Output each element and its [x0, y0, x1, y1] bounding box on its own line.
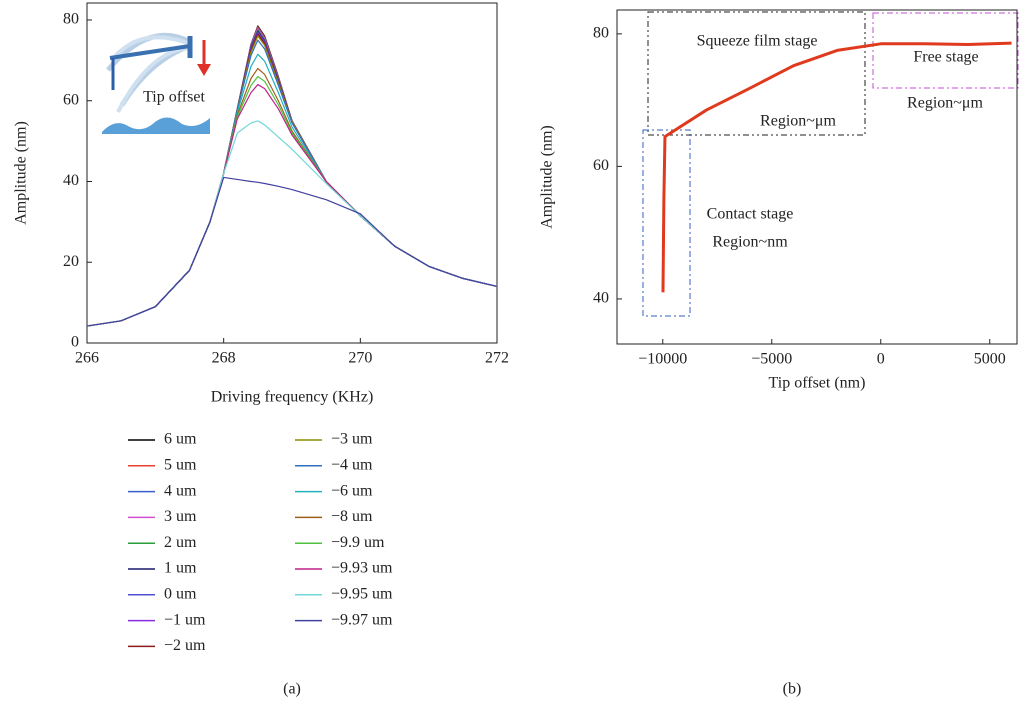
plot-frame	[616, 9, 1018, 345]
x-tick-label: 270	[348, 350, 372, 367]
annotation: Squeeze film stage	[697, 33, 818, 50]
legend-label: −4 um	[331, 456, 373, 473]
x-tick-label: −5000	[751, 351, 792, 368]
data-line	[86, 67, 498, 327]
data-line	[86, 75, 498, 327]
data-line	[86, 120, 498, 327]
x-axis-label: Tip offset (nm)	[769, 375, 866, 392]
legend-label: −6 um	[331, 482, 373, 499]
y-tick-label: 20	[63, 253, 79, 270]
panel-label: (a)	[283, 681, 301, 698]
legend-label: 3 um	[164, 508, 197, 525]
region-box	[647, 11, 866, 136]
data-line	[86, 35, 498, 327]
data-line	[86, 31, 498, 327]
legend-label: −3 um	[331, 431, 373, 448]
legend-label: −2 um	[164, 637, 206, 654]
legend-label: 6 um	[164, 431, 197, 448]
region-box	[872, 12, 1019, 89]
legend-label: 2 um	[164, 534, 197, 551]
cantilever	[110, 35, 191, 62]
plot-frame	[86, 2, 498, 344]
panel-label: (b)	[783, 681, 802, 698]
cantilever-beam	[109, 44, 191, 60]
data-line	[661, 41, 1012, 293]
legend-label: 1 um	[164, 560, 197, 577]
y-axis-label: Amplitude (nm)	[13, 121, 30, 225]
x-tick-label: 5000	[974, 351, 1006, 368]
y-tick-label: 60	[63, 91, 79, 108]
legend-label: −1 um	[164, 611, 206, 628]
region-box	[642, 129, 691, 317]
y-tick-label: 0	[71, 334, 79, 351]
x-tick-label: −10000	[638, 351, 687, 368]
x-tick-label: 266	[75, 350, 99, 367]
surface	[102, 117, 210, 134]
x-tick-label: 272	[485, 350, 509, 367]
x-tick-label: 0	[877, 351, 885, 368]
y-axis-label: Amplitude (nm)	[539, 125, 556, 229]
data-line	[86, 39, 498, 327]
y-tick-label: 40	[593, 290, 609, 307]
annotation: Contact stage	[707, 206, 794, 223]
y-tick-label: 80	[63, 11, 79, 28]
data-line	[86, 33, 498, 327]
legend-label: −9.95 um	[331, 585, 393, 602]
legend-label: −8 um	[331, 508, 373, 525]
y-tick-label: 40	[63, 172, 79, 189]
annotation: Region~nm	[712, 234, 788, 251]
legend-label: 5 um	[164, 456, 197, 473]
arrow-head	[197, 64, 211, 76]
data-line	[86, 32, 498, 327]
annotation: Free stage	[913, 49, 978, 66]
annotation: Region~μm	[760, 113, 836, 130]
x-axis-label: Driving frequency (KHz)	[211, 389, 374, 406]
inset-illustration	[102, 32, 211, 134]
annotation: Region~μm	[907, 95, 983, 112]
legend-label: 0 um	[164, 585, 197, 602]
y-tick-label: 80	[593, 25, 609, 42]
legend-label: −9.9 um	[331, 534, 385, 551]
legend-label: −9.93 um	[331, 560, 393, 577]
annotation: Tip offset	[143, 89, 205, 106]
x-tick-label: 268	[212, 350, 236, 367]
legend-label: 4 um	[164, 482, 197, 499]
data-line	[86, 176, 498, 327]
data-line	[86, 30, 498, 327]
legend-label: −9.97 um	[331, 611, 393, 628]
y-tick-label: 60	[593, 157, 609, 174]
